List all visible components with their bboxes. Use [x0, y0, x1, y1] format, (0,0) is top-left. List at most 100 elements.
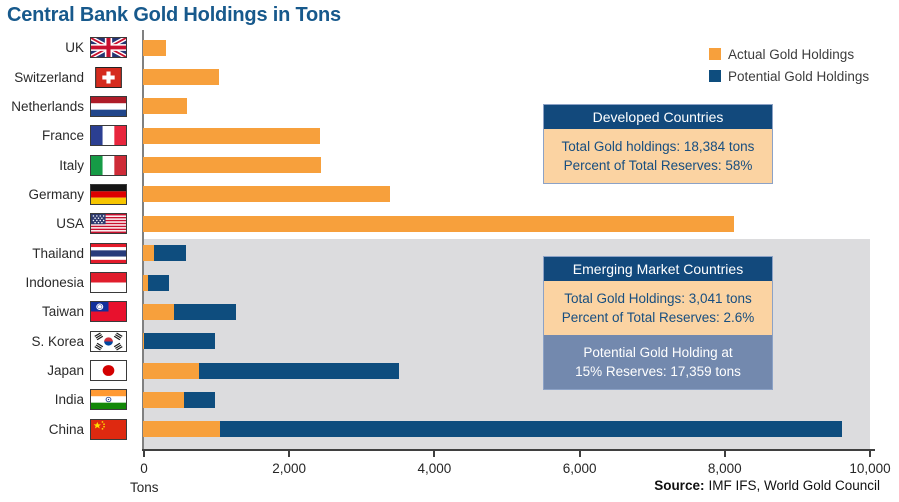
country-label: Taiwan [41, 304, 84, 320]
actual-gold-bar [143, 333, 145, 350]
bar-track [143, 356, 869, 385]
x-axis-tick [723, 449, 726, 457]
developed-total-line: Total Gold holdings: 18,384 tons [561, 139, 755, 154]
country-label: UK [65, 40, 84, 56]
chart-row: Netherlands [0, 92, 899, 121]
bar-track [143, 33, 869, 62]
country-label: India [54, 392, 84, 408]
chart-row: Switzerland [0, 62, 899, 91]
chart-row: Taiwan [0, 297, 899, 326]
x-axis-tick-label: 0 [140, 461, 148, 476]
skorea-flag-icon [90, 330, 127, 352]
bar-track [143, 92, 869, 121]
emerging-box-body: Total Gold Holdings: 3,041 tons Percent … [544, 281, 772, 335]
chart-row: India [0, 385, 899, 414]
emerging-total-line: Total Gold Holdings: 3,041 tons [564, 291, 752, 306]
potential-gold-bar [144, 333, 215, 350]
legend-label-actual: Actual Gold Holdings [728, 46, 855, 62]
page-title: Central Bank Gold Holdings in Tons [7, 4, 341, 26]
italy-flag-icon [90, 154, 127, 176]
x-axis-tick-label: 8,000 [707, 461, 742, 476]
potential-gold-bar [148, 274, 170, 291]
developed-box-body: Total Gold holdings: 18,384 tons Percent… [544, 129, 772, 183]
bar-track [143, 121, 869, 150]
x-axis-line [142, 449, 875, 451]
actual-gold-bar [143, 39, 166, 56]
country-label: France [41, 128, 84, 144]
actual-gold-bar [143, 362, 199, 379]
x-axis-tick [433, 449, 436, 457]
developed-box-header: Developed Countries [544, 105, 772, 129]
thailand-flag-icon [90, 242, 127, 264]
emerging-potential-section: Potential Gold Holding at 15% Reserves: … [544, 335, 772, 389]
potential-gold-bar [173, 303, 236, 320]
france-flag-icon [90, 125, 127, 147]
country-label: USA [56, 216, 84, 232]
actual-gold-bar [143, 215, 734, 232]
country-label: China [48, 421, 84, 437]
chart-row: Thailand [0, 239, 899, 268]
chart-row: Japan [0, 356, 899, 385]
x-axis-tick [143, 449, 145, 457]
usa-flag-icon [90, 213, 127, 235]
emerging-percent-line: Percent of Total Reserves: 2.6% [561, 310, 755, 325]
emerging-potential-line1: Potential Gold Holding at [583, 345, 733, 360]
legend-item-potential: Potential Gold Holdings [709, 65, 869, 87]
actual-gold-bar [143, 245, 155, 262]
bar-track [143, 268, 869, 297]
actual-gold-bar [143, 127, 320, 144]
potential-gold-bar [198, 362, 400, 379]
chart-row: USA [0, 209, 899, 238]
bar-track [143, 209, 869, 238]
x-axis-tick-label: 6,000 [562, 461, 597, 476]
source-line: Source: IMF IFS, World Gold Council [654, 478, 880, 493]
actual-gold-bar [143, 186, 390, 203]
chart-row: Indonesia [0, 268, 899, 297]
country-label: Switzerland [14, 69, 84, 85]
x-axis-tick-label: 2,000 [272, 461, 307, 476]
x-axis-tick [578, 449, 581, 457]
x-axis-tick-label: 10,000 [849, 461, 891, 476]
actual-gold-bar [143, 391, 184, 408]
bar-track [143, 180, 869, 209]
bar-track [143, 385, 869, 414]
actual-swatch-icon [709, 48, 721, 60]
x-axis-tick [288, 449, 291, 457]
potential-gold-bar [219, 421, 843, 438]
bar-track [143, 297, 869, 326]
bar-track [143, 62, 869, 91]
actual-gold-bar [143, 69, 219, 86]
indonesia-flag-icon [90, 272, 127, 294]
china-flag-icon [90, 418, 127, 440]
bar-track [143, 239, 869, 268]
bar-track [143, 415, 869, 444]
emerging-market-box: Emerging Market Countries Total Gold Hol… [543, 256, 773, 390]
country-label: S. Korea [31, 333, 84, 349]
uk-flag-icon [90, 37, 127, 59]
potential-gold-bar [154, 245, 186, 262]
bar-track [143, 327, 869, 356]
country-label: Italy [59, 157, 84, 173]
potential-swatch-icon [709, 70, 721, 82]
chart-row: France [0, 121, 899, 150]
switzerland-flag-icon [90, 66, 127, 88]
x-axis-tick-label: 4,000 [417, 461, 452, 476]
emerging-box-header: Emerging Market Countries [544, 257, 772, 281]
country-label: Thailand [32, 245, 84, 261]
chart-row: Italy [0, 150, 899, 179]
actual-gold-bar [143, 274, 149, 291]
chart-row: China [0, 415, 899, 444]
legend-label-potential: Potential Gold Holdings [728, 68, 870, 84]
bar-track [143, 150, 869, 179]
taiwan-flag-icon [90, 301, 127, 323]
actual-gold-bar [143, 421, 220, 438]
actual-gold-bar [143, 157, 321, 174]
actual-gold-bar [143, 303, 174, 320]
legend: Actual Gold Holdings Potential Gold Hold… [709, 43, 869, 87]
country-label: Germany [28, 186, 84, 202]
japan-flag-icon [90, 360, 127, 382]
x-axis-unit-label: Tons [130, 480, 159, 495]
chart-row: Germany [0, 180, 899, 209]
emerging-potential-line2: 15% Reserves: 17,359 tons [575, 364, 741, 379]
